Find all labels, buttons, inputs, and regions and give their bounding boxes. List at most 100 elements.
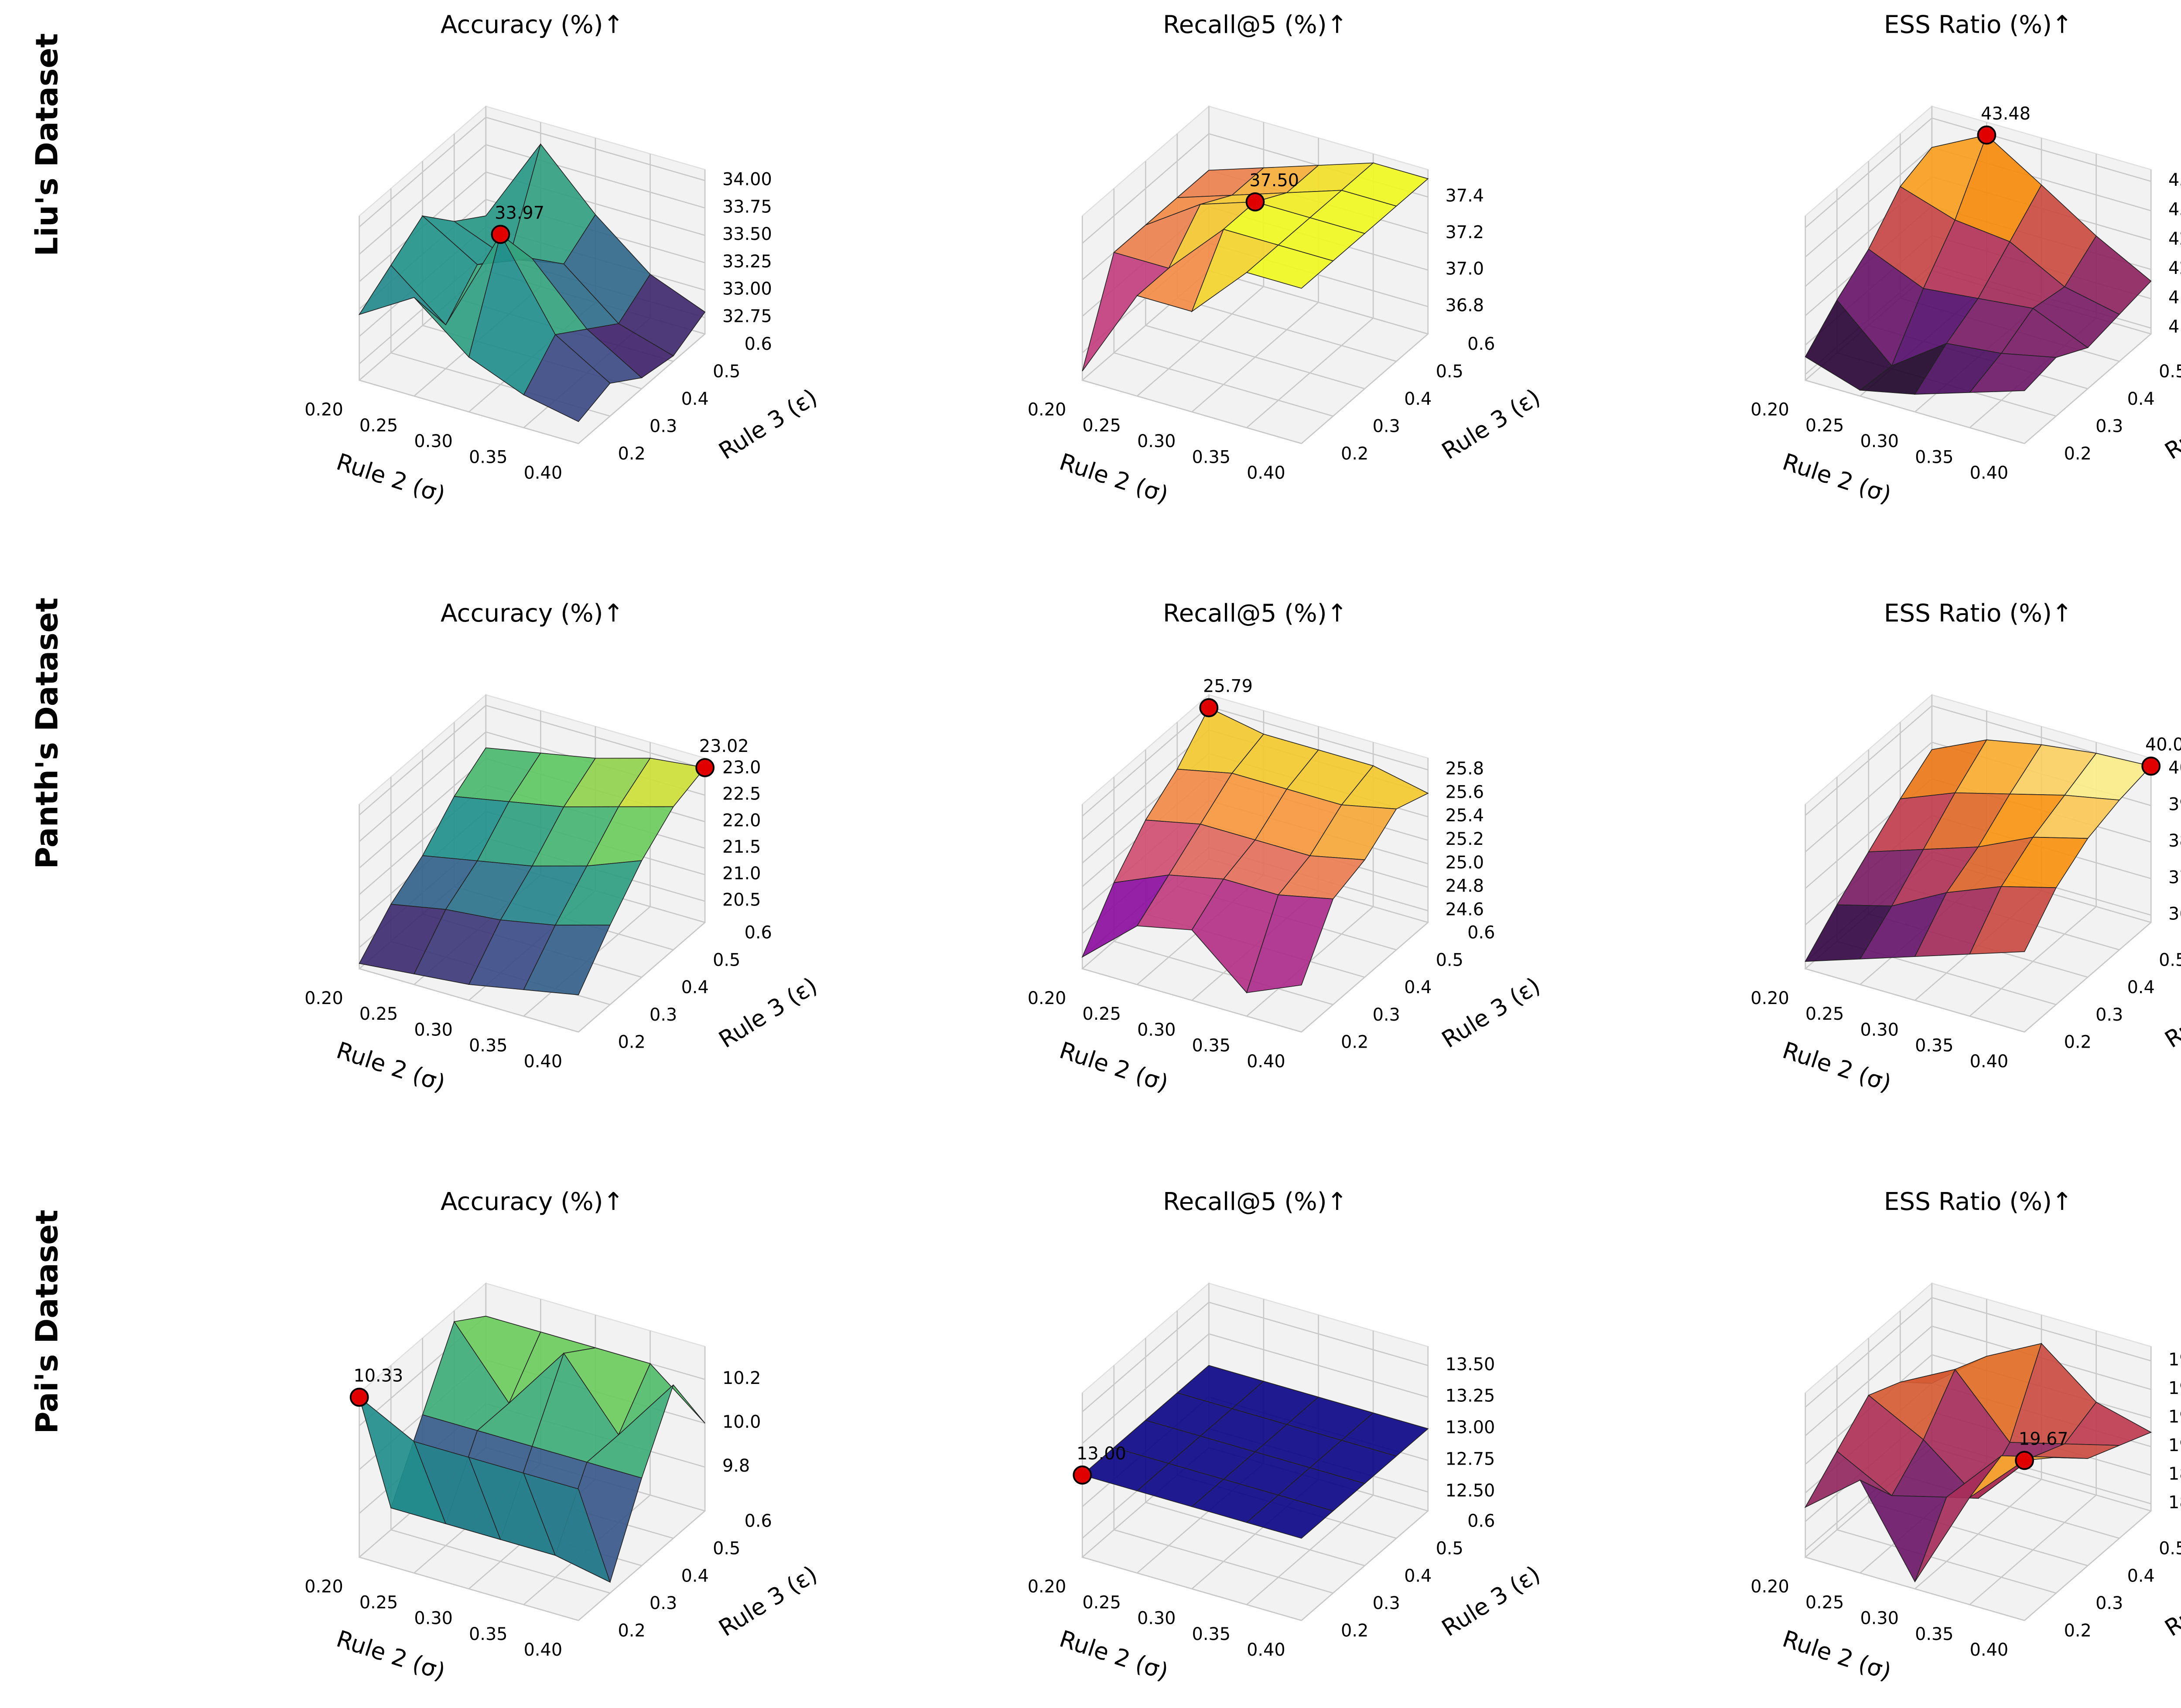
x-tick-label: 0.35 — [1192, 1036, 1231, 1056]
y-tick-label: 0.4 — [681, 1566, 709, 1586]
best-label: 25.79 — [1203, 676, 1253, 697]
best-marker — [491, 225, 510, 244]
z-tick-label: 18.8 — [2168, 1464, 2181, 1484]
x-axis-label: Rule 2 (σ) — [1779, 1037, 1894, 1097]
x-tick-label: 0.30 — [414, 431, 453, 451]
y-tick-label: 0.5 — [713, 950, 740, 970]
z-tick-label: 12.50 — [1445, 1481, 1495, 1501]
chart-title: Recall@5 (%)↑ — [1163, 11, 1347, 39]
z-grid-line — [1931, 1297, 2151, 1362]
row-label: Liu's Dataset — [30, 33, 65, 256]
y-tick-label: 0.3 — [2096, 417, 2123, 437]
y-tick-label: 0.3 — [2096, 1005, 2123, 1025]
x-tick-label: 0.40 — [1970, 463, 2009, 483]
x-tick-label: 0.20 — [1028, 1577, 1067, 1597]
y-tick-label: 0.2 — [2064, 1621, 2092, 1641]
y-tick-label: 0.2 — [618, 444, 646, 464]
z-grid-line — [359, 731, 486, 842]
x-grid-line — [1301, 922, 1429, 1033]
y-tick-label: 0.5 — [713, 1538, 740, 1558]
row-label: Pai's Dataset — [30, 1209, 65, 1434]
y-grid-line — [390, 1529, 610, 1594]
x-tick-label: 0.35 — [1192, 447, 1231, 467]
z-tick-label: 22.0 — [722, 810, 761, 830]
x-axis-label: Rule 2 (σ) — [1779, 1625, 1894, 1686]
z-tick-label: 10.2 — [722, 1368, 761, 1388]
surface-patch — [523, 334, 611, 422]
x-tick-label: 0.30 — [1137, 1609, 1176, 1629]
x-grid-line — [2024, 922, 2152, 1033]
y-grid-line — [359, 379, 579, 444]
x-tick-label: 0.20 — [304, 988, 343, 1008]
y-tick-label: 0.3 — [650, 1005, 677, 1025]
x-tick-label: 0.30 — [1860, 1609, 1899, 1629]
z-tick-label: 20.5 — [722, 890, 761, 910]
x-tick-label: 0.35 — [469, 447, 508, 467]
best-label: 13.00 — [1077, 1444, 1126, 1464]
best-label: 37.50 — [1249, 171, 1299, 191]
z-grid-line — [1082, 133, 1210, 244]
z-tick-label: 19.6 — [2168, 1350, 2181, 1370]
x-tick-label: 0.25 — [1805, 1004, 1844, 1024]
x-tick-label: 0.20 — [1750, 988, 1789, 1008]
z-tick-label: 43.0 — [2168, 200, 2181, 220]
y-axis-label: Rule 3 (ε) — [714, 383, 822, 465]
x-tick-label: 0.25 — [359, 1592, 398, 1612]
chart-title: ESS Ratio (%)↑ — [1884, 599, 2072, 628]
z-tick-label: 9.8 — [722, 1456, 750, 1476]
x-tick-label: 0.35 — [1915, 1624, 1954, 1644]
x-axis-label: Rule 2 (σ) — [1779, 448, 1894, 509]
x-tick-label: 0.30 — [414, 1609, 453, 1629]
z-grid-line — [485, 144, 705, 209]
x-tick-label: 0.25 — [1805, 1592, 1844, 1612]
y-tick-label: 0.3 — [1373, 1593, 1400, 1613]
y-grid-line — [1805, 968, 2025, 1033]
x-tick-label: 0.40 — [524, 1052, 563, 1072]
y-tick-label: 0.6 — [1467, 1511, 1495, 1531]
z-tick-label: 25.0 — [1445, 853, 1484, 873]
y-grid-line — [1805, 1556, 2025, 1621]
y-tick-label: 0.5 — [713, 362, 740, 382]
z-tick-label: 39 — [2168, 794, 2181, 814]
x-tick-label: 0.20 — [304, 400, 343, 420]
chart-title: ESS Ratio (%)↑ — [1884, 1188, 2072, 1216]
x-tick-label: 0.25 — [1082, 1592, 1121, 1612]
x-tick-label: 0.30 — [1137, 431, 1176, 451]
y-tick-label: 0.2 — [618, 1032, 646, 1052]
x-tick-label: 0.35 — [1915, 1036, 1954, 1056]
y-grid-line — [1805, 379, 2025, 444]
y-tick-label: 0.2 — [2064, 444, 2092, 464]
z-tick-label: 12.75 — [1445, 1449, 1495, 1469]
y-axis-label: Rule 3 (ε) — [1437, 383, 1545, 465]
z-grid-line — [359, 758, 486, 869]
z-grid-line — [1082, 1333, 1210, 1444]
y-tick-label: 0.5 — [1436, 362, 1463, 382]
y-grid-line — [1145, 325, 1365, 389]
chart-title: Recall@5 (%)↑ — [1163, 1188, 1347, 1216]
z-grid-line — [1208, 706, 1429, 771]
z-grid-line — [1805, 1297, 1932, 1408]
surface-patch — [523, 925, 611, 995]
x-tick-label: 0.30 — [1860, 431, 1899, 451]
z-tick-label: 22.5 — [722, 784, 761, 804]
chart-title: Accuracy (%)↑ — [441, 1188, 624, 1216]
y-grid-line — [1114, 940, 1333, 1005]
y-tick-label: 0.4 — [681, 389, 709, 409]
z-tick-label: 42.0 — [2168, 258, 2181, 278]
best-label: 19.67 — [2019, 1429, 2068, 1449]
z-grid-line — [485, 705, 705, 769]
x-tick-label: 0.40 — [1247, 1052, 1285, 1072]
best-marker — [1073, 1465, 1092, 1485]
z-grid-line — [359, 116, 486, 228]
z-tick-label: 37.4 — [1445, 186, 1484, 206]
z-grid-line — [485, 116, 705, 181]
best-marker — [349, 1387, 369, 1407]
x-tick-label: 0.20 — [1028, 400, 1067, 420]
chart-title: Recall@5 (%)↑ — [1163, 599, 1347, 628]
surface-patch — [1246, 894, 1334, 993]
best-label: 40.08 — [2145, 735, 2181, 755]
chart-title: Accuracy (%)↑ — [441, 11, 624, 39]
y-tick-label: 0.3 — [2096, 1593, 2123, 1613]
surface-patch — [1969, 886, 2057, 955]
